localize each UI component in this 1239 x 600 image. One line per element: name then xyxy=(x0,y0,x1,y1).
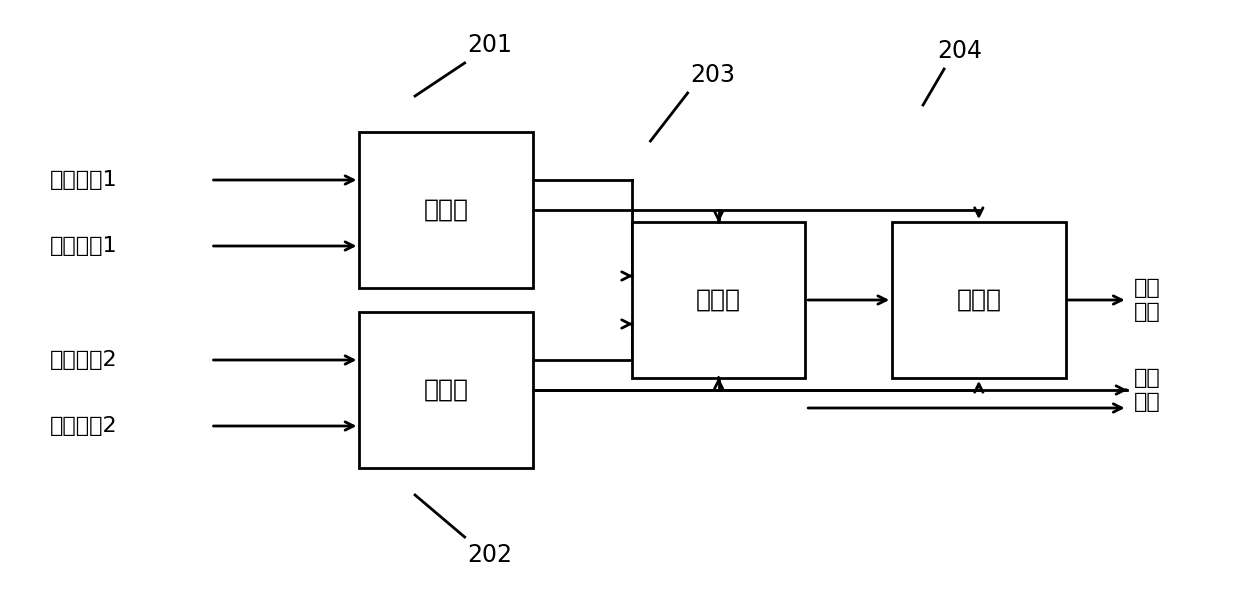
Text: 路径度量1: 路径度量1 xyxy=(50,170,118,190)
Text: 202: 202 xyxy=(467,543,512,567)
Bar xyxy=(892,222,1066,378)
Text: 路径
度量: 路径 度量 xyxy=(1134,278,1161,322)
Text: 判决
信息: 判决 信息 xyxy=(1134,368,1161,412)
Text: 204: 204 xyxy=(938,39,983,63)
Text: 203: 203 xyxy=(690,63,735,87)
Bar xyxy=(359,312,533,468)
Text: 分支度量2: 分支度量2 xyxy=(50,416,118,436)
Text: 加法器: 加法器 xyxy=(424,378,468,402)
Text: 201: 201 xyxy=(467,33,512,57)
Text: 加法器: 加法器 xyxy=(424,198,468,222)
Text: 路径度量2: 路径度量2 xyxy=(50,350,118,370)
Text: 选择器: 选择器 xyxy=(957,288,1001,312)
Bar xyxy=(632,222,805,378)
Text: 比较器: 比较器 xyxy=(696,288,741,312)
Bar xyxy=(359,132,533,288)
Text: 分支度量1: 分支度量1 xyxy=(50,236,118,256)
